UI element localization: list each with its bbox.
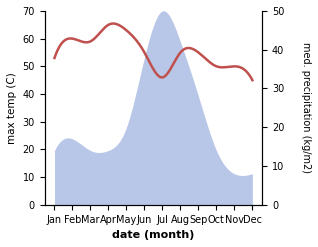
Y-axis label: max temp (C): max temp (C)	[7, 72, 17, 144]
Y-axis label: med. precipitation (kg/m2): med. precipitation (kg/m2)	[301, 42, 311, 173]
X-axis label: date (month): date (month)	[112, 230, 195, 240]
